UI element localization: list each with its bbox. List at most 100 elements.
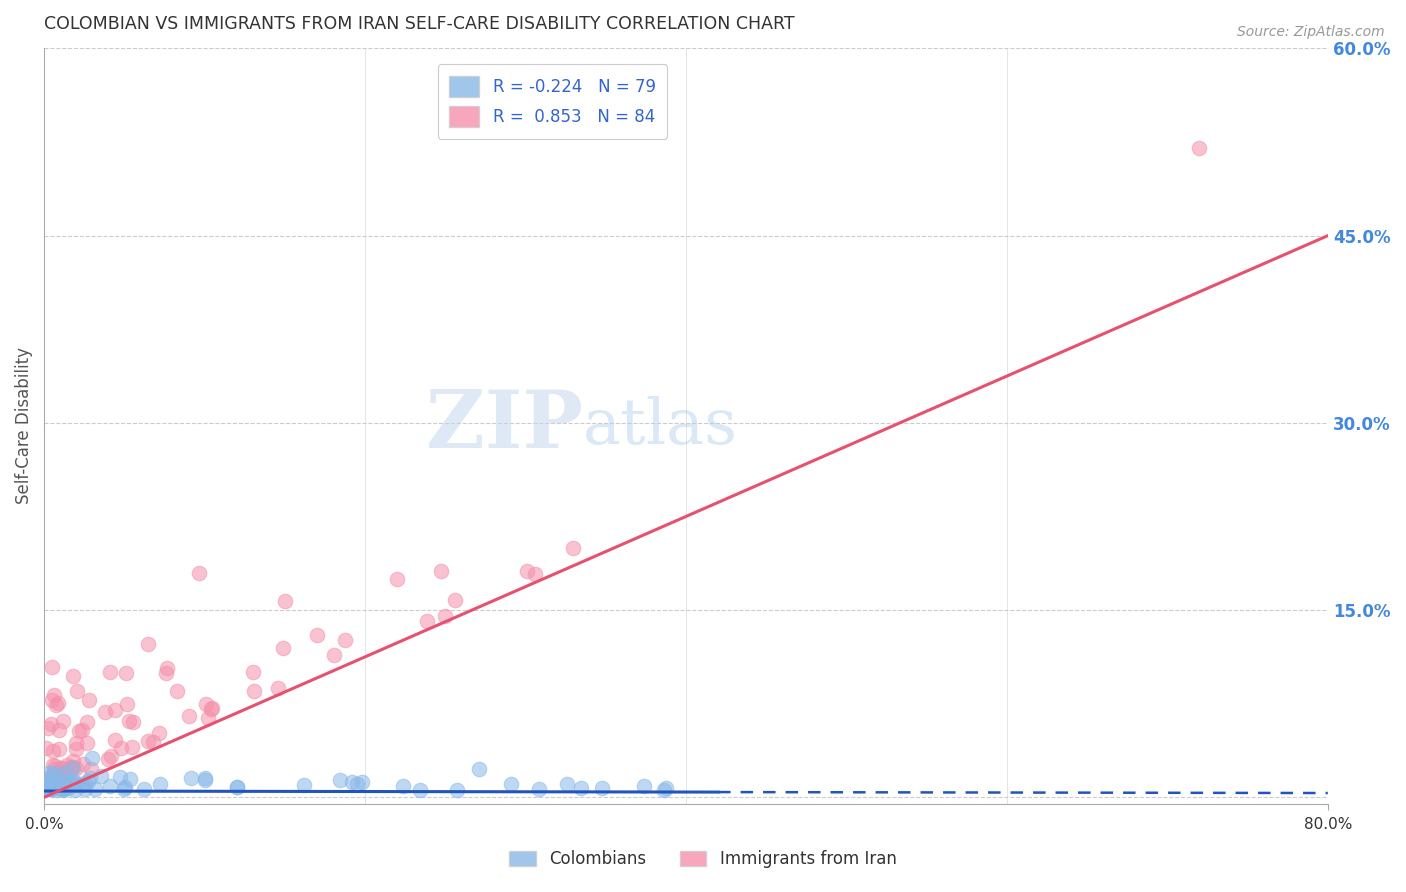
Point — [63, 782, 86, 797]
Point — [557, 776, 579, 790]
Text: COLOMBIAN VS IMMIGRANTS FROM IRAN SELF-CARE DISABILITY CORRELATION CHART: COLOMBIAN VS IMMIGRANTS FROM IRAN SELF-C… — [44, 15, 794, 33]
Point — [60, 775, 83, 789]
Point — [48, 777, 70, 791]
Point — [180, 771, 202, 785]
Point — [60, 760, 83, 774]
Point — [72, 757, 94, 772]
Point — [41, 781, 63, 796]
Point — [433, 608, 456, 623]
Point — [41, 660, 63, 674]
Point — [80, 762, 103, 776]
Point — [155, 666, 177, 681]
Point — [35, 740, 58, 755]
Point — [48, 780, 70, 795]
Point — [53, 781, 76, 796]
Point — [48, 742, 70, 756]
Point — [655, 781, 678, 796]
Point — [52, 782, 75, 797]
Point — [562, 541, 585, 555]
Point — [62, 761, 84, 775]
Point — [35, 780, 58, 795]
Point — [39, 781, 62, 796]
Point — [142, 735, 165, 749]
Point — [110, 740, 132, 755]
Point — [38, 765, 60, 780]
Point — [39, 717, 62, 731]
Point — [446, 783, 468, 797]
Point — [73, 782, 96, 797]
Point — [98, 665, 121, 679]
Point — [42, 766, 65, 780]
Point — [294, 778, 316, 792]
Point — [65, 735, 87, 749]
Legend: R = -0.224   N = 79, R =  0.853   N = 84: R = -0.224 N = 79, R = 0.853 N = 84 — [437, 64, 668, 139]
Point — [200, 702, 222, 716]
Point — [346, 777, 368, 791]
Point — [66, 684, 89, 698]
Point — [391, 780, 413, 794]
Point — [385, 572, 408, 586]
Point — [63, 776, 86, 790]
Point — [322, 648, 344, 662]
Point — [136, 637, 159, 651]
Point — [70, 723, 93, 738]
Point — [114, 782, 136, 797]
Point — [75, 776, 97, 790]
Point — [468, 762, 491, 776]
Point — [100, 749, 122, 764]
Point — [527, 782, 550, 797]
Point — [51, 780, 73, 795]
Point — [63, 774, 86, 789]
Point — [35, 780, 58, 794]
Point — [56, 773, 79, 788]
Point — [41, 770, 63, 784]
Point — [118, 714, 141, 729]
Point — [45, 782, 67, 797]
Point — [114, 780, 136, 794]
Point — [77, 773, 100, 788]
Point — [42, 744, 65, 758]
Point — [187, 566, 209, 580]
Point — [148, 726, 170, 740]
Point — [115, 665, 138, 680]
Point — [65, 761, 87, 775]
Point — [243, 683, 266, 698]
Point — [242, 665, 264, 680]
Point — [90, 768, 112, 782]
Point — [46, 778, 69, 792]
Point — [55, 772, 77, 787]
Point — [60, 760, 83, 774]
Point — [80, 751, 103, 765]
Point — [136, 733, 159, 747]
Point — [42, 777, 65, 791]
Point — [271, 641, 294, 656]
Point — [46, 775, 69, 789]
Point — [94, 705, 117, 719]
Point — [166, 684, 188, 698]
Point — [444, 592, 467, 607]
Point — [51, 779, 73, 793]
Point — [569, 780, 592, 795]
Point — [76, 715, 98, 730]
Point — [67, 724, 90, 739]
Point — [83, 782, 105, 797]
Point — [35, 780, 58, 794]
Point — [226, 780, 249, 795]
Point — [1188, 141, 1211, 155]
Point — [156, 661, 179, 675]
Point — [62, 755, 84, 769]
Point — [44, 762, 66, 776]
Point — [333, 632, 356, 647]
Point — [56, 781, 79, 796]
Point — [633, 780, 655, 794]
Point — [195, 697, 218, 711]
Point — [35, 771, 58, 785]
Text: Source: ZipAtlas.com: Source: ZipAtlas.com — [1237, 25, 1385, 39]
Y-axis label: Self-Care Disability: Self-Care Disability — [15, 348, 32, 505]
Point — [42, 781, 65, 796]
Point — [45, 698, 67, 712]
Point — [52, 714, 75, 729]
Point — [53, 765, 76, 780]
Point — [42, 758, 65, 772]
Point — [38, 782, 60, 797]
